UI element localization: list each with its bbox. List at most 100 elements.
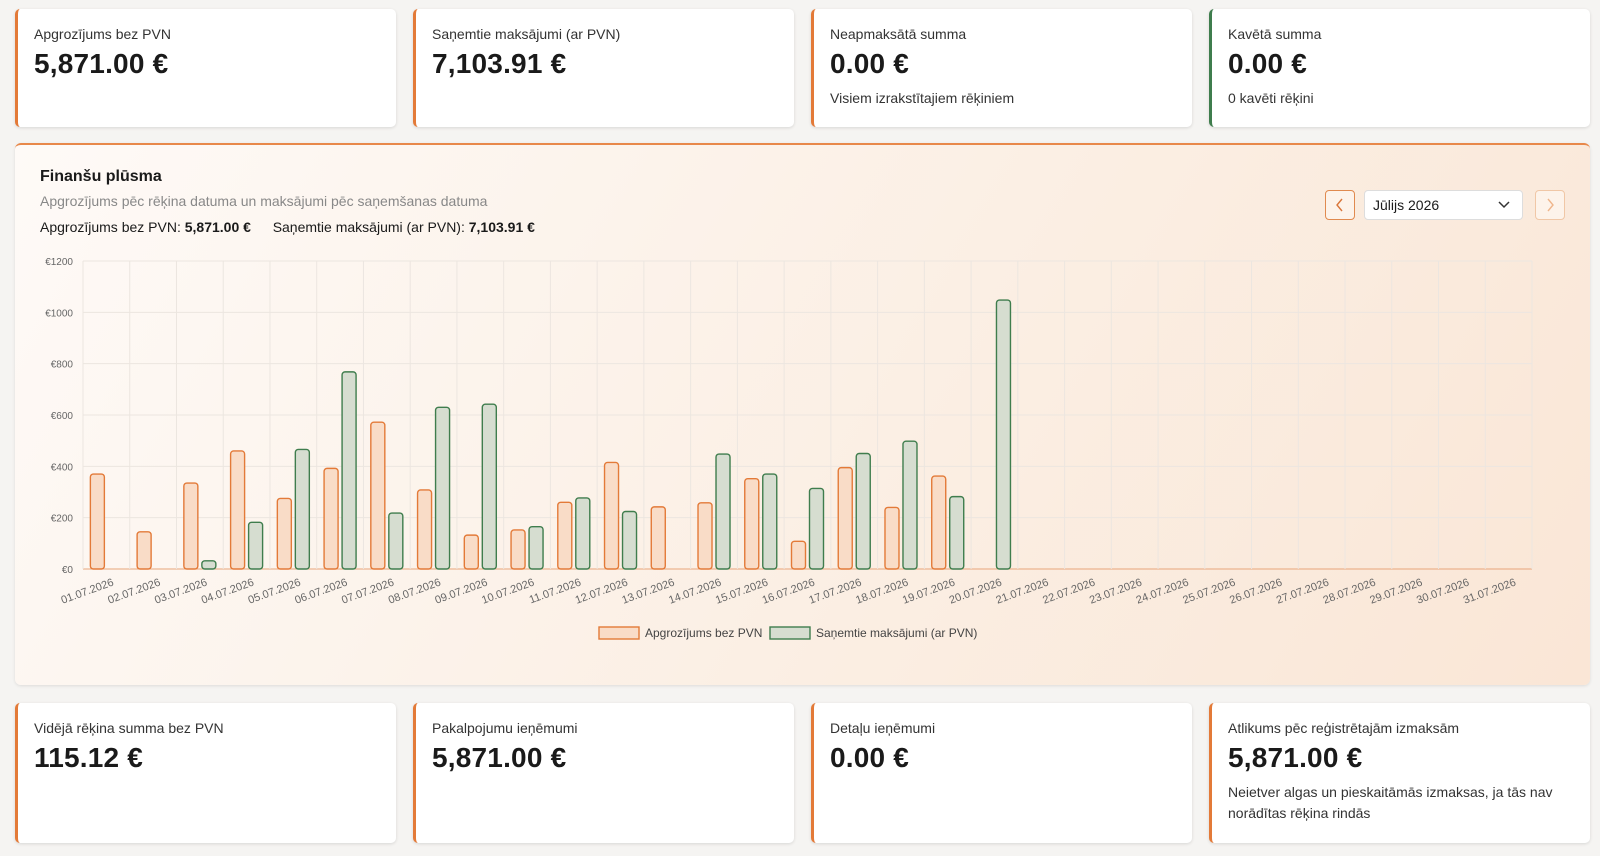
bar-revenue: [229, 450, 246, 570]
bar-revenue: [884, 506, 900, 570]
revenue-total-label: Apgrozījums bez PVN:: [40, 219, 181, 235]
x-tick-label: 26.07.2026: [1228, 577, 1284, 607]
y-tick-label: €0: [62, 565, 74, 576]
legend-swatch: [598, 626, 640, 640]
y-tick-label: €1200: [45, 257, 73, 268]
bar-payments: [341, 371, 357, 570]
panel-subtitle: Apgrozījums pēc rēķina datuma un maksāju…: [40, 193, 488, 209]
y-tick-label: €600: [51, 411, 74, 422]
x-tick-label: 25.07.2026: [1181, 577, 1237, 607]
bar-payments: [575, 497, 591, 570]
bar-revenue: [510, 529, 526, 570]
y-tick-label: €800: [51, 360, 74, 371]
y-tick-label: €200: [51, 514, 74, 525]
chevron-down-icon: [1498, 201, 1510, 209]
x-tick-label: 01.07.2026: [60, 577, 116, 607]
bar-revenue: [323, 467, 339, 570]
y-tick-label: €1000: [45, 308, 73, 319]
bar-revenue: [183, 482, 199, 570]
stat-value: 7,103.91 €: [432, 48, 567, 79]
revenue-total-value: 5,871.00 €: [184, 219, 251, 235]
stat-note: 0 kavēti rēķini: [1228, 90, 1314, 106]
x-tick-label: 07.07.2026: [340, 577, 396, 607]
x-tick-label: 23.07.2026: [1088, 577, 1144, 607]
x-tick-label: 06.07.2026: [293, 577, 349, 607]
bar-revenue: [557, 501, 573, 570]
bar-revenue: [370, 421, 386, 570]
x-tick-label: 17.07.2026: [807, 577, 863, 607]
x-tick-label: 12.07.2026: [574, 577, 630, 607]
legend-label: Saņemtie maksājumi (ar PVN): [816, 626, 977, 640]
bar-payments: [201, 560, 217, 570]
stat-label: Vidējā rēķina summa bez PVN: [34, 720, 224, 736]
bar-revenue: [650, 506, 666, 570]
next-month-button[interactable]: [1535, 190, 1565, 220]
cash-flow-chart: €0 €200 €400 €600 €800 €1000 €1200 01.07.202602…: [45, 257, 1533, 640]
bar-revenue: [790, 540, 807, 570]
x-tick-label: 02.07.2026: [106, 577, 162, 607]
chevron-right-icon: [1547, 198, 1554, 212]
x-tick-label: 10.07.2026: [480, 577, 536, 607]
stat-label: Apgrozījums bez PVN: [34, 26, 171, 42]
stat-label: Atlikums pēc reģistrētajām izmaksām: [1228, 720, 1460, 736]
bar-revenue: [463, 534, 480, 570]
x-tick-label: 05.07.2026: [247, 577, 303, 607]
x-tick-label: 16.07.2026: [761, 577, 817, 607]
stat-label: Pakalpojumu ieņēmumi: [432, 720, 578, 736]
stat-card-revenue: Apgrozījums bez PVN 5,871.00 €: [15, 9, 396, 127]
stat-card-service-revenue: Pakalpojumu ieņēmumi 5,871.00 €: [413, 703, 794, 843]
x-tick-label: 22.07.2026: [1041, 577, 1097, 607]
bar-revenue: [136, 531, 152, 570]
bar-payments: [434, 406, 451, 570]
stat-card-parts-revenue: Detaļu ieņēmumi 0.00 €: [811, 703, 1192, 843]
x-tick-label: 11.07.2026: [528, 577, 583, 607]
prev-month-button[interactable]: [1325, 190, 1355, 220]
month-select[interactable]: Jūlijs 2026: [1364, 190, 1523, 220]
x-tick-label: 29.07.2026: [1368, 577, 1424, 607]
x-tick-label: 19.07.2026: [901, 577, 957, 607]
stat-value: 5,871.00 €: [34, 48, 169, 79]
bottom-stats-row: Vidējā rēķina summa bez PVN 115.12 € Pak…: [15, 703, 1590, 843]
legend-label: Apgrozījums bez PVN: [645, 626, 762, 640]
bar-payments: [762, 473, 778, 570]
bar-revenue: [603, 461, 620, 570]
bar-revenue: [89, 473, 106, 570]
x-tick-label: 13.07.2026: [620, 577, 676, 607]
x-tick-label: 31.07.2026: [1462, 577, 1518, 607]
bar-payments: [715, 453, 731, 570]
chevron-left-icon: [1336, 198, 1343, 212]
x-tick-label: 21.07.2026: [994, 577, 1050, 607]
cash-flow-panel: Finanšu plūsma Apgrozījums pēc rēķina da…: [15, 143, 1590, 685]
x-tick-label: 20.07.2026: [948, 577, 1004, 607]
bar-payments: [995, 299, 1012, 570]
bar-payments: [949, 495, 965, 570]
stat-label: Kavētā summa: [1228, 26, 1322, 42]
bar-payments: [621, 510, 638, 570]
y-tick-label: €400: [51, 462, 74, 473]
panel-totals: Apgrozījums bez PVN: 5,871.00 € Saņemtie…: [40, 219, 535, 235]
payments-total-value: 7,103.91 €: [468, 219, 535, 235]
stat-card-avg-invoice: Vidējā rēķina summa bez PVN 115.12 €: [15, 703, 396, 843]
month-select-value: Jūlijs 2026: [1373, 197, 1440, 213]
legend-swatch: [769, 626, 811, 640]
bar-payments: [294, 448, 311, 570]
stat-label: Saņemtie maksājumi (ar PVN): [432, 26, 621, 42]
stat-note: Neietver algas un pieskaitāmās izmaksas,…: [1228, 784, 1553, 821]
payments-total-label: Saņemtie maksājumi (ar PVN):: [272, 219, 465, 235]
bar-payments: [481, 403, 498, 570]
stat-card-balance: Atlikums pēc reģistrētajām izmaksām 5,87…: [1209, 703, 1590, 843]
x-tick-label: 14.07.2026: [667, 577, 723, 607]
stat-label: Detaļu ieņēmumi: [830, 720, 936, 736]
stat-value: 5,871.00 €: [1228, 742, 1363, 773]
x-tick-label: 27.07.2026: [1275, 577, 1331, 607]
bar-payments: [528, 525, 544, 570]
stat-card-overdue: Kavētā summa 0.00 € 0 kavēti rēķini: [1209, 9, 1590, 127]
bar-payments: [808, 487, 825, 570]
bar-payments: [855, 452, 871, 570]
x-tick-label: 09.07.2026: [433, 577, 489, 607]
x-tick-label: 28.07.2026: [1322, 577, 1378, 607]
stat-value: 115.12 €: [34, 742, 144, 773]
stat-card-unpaid: Neapmaksātā summa 0.00 € Visiem izrakstī…: [811, 9, 1192, 127]
bar-payments: [247, 521, 264, 570]
stat-note: Visiem izrakstītajiem rēķiniem: [830, 90, 1015, 106]
